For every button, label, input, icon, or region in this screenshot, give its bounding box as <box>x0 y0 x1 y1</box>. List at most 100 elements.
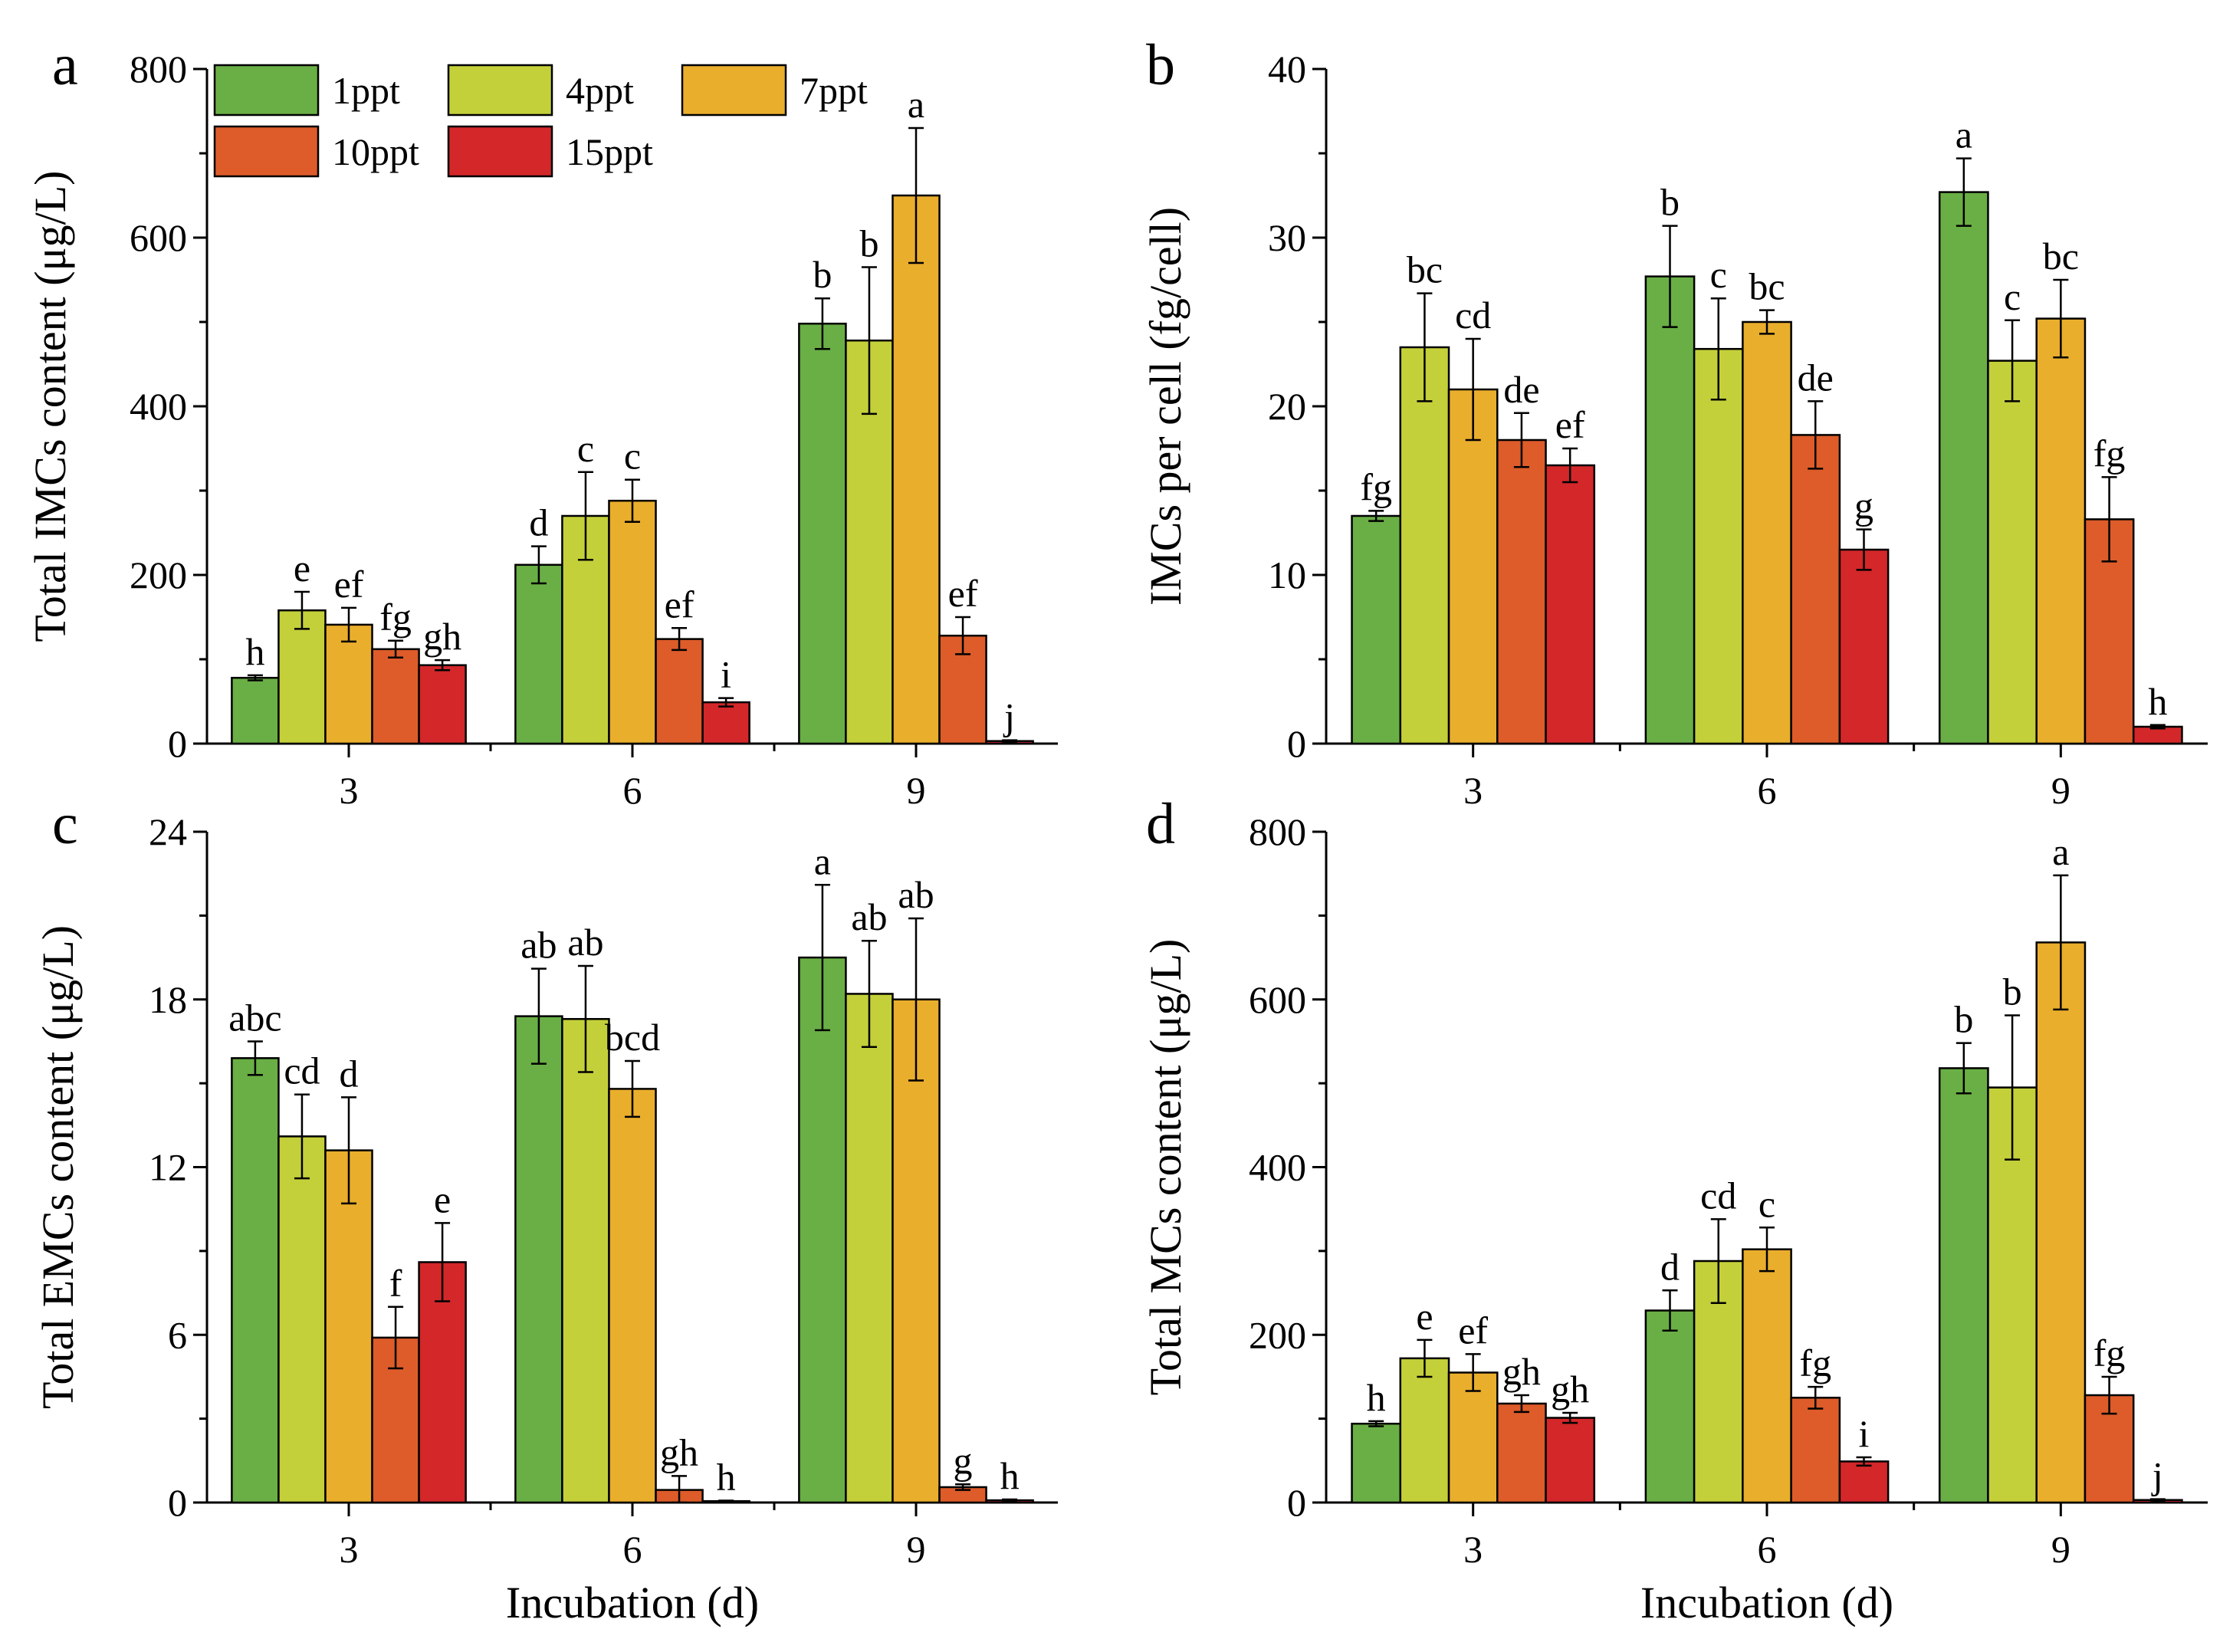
x-tick-label: 3 <box>1463 1528 1483 1571</box>
significance-label: c <box>1710 253 1727 296</box>
bar-1ppt-9 <box>798 322 847 745</box>
bar-1ppt-6 <box>1644 275 1696 745</box>
significance-label: a <box>2052 830 2069 873</box>
bar-4ppt-3 <box>1399 1357 1450 1504</box>
significance-label: h <box>2148 680 2167 723</box>
bar-7ppt-3 <box>1447 388 1499 745</box>
panel-label: a <box>52 33 78 97</box>
significance-label: e <box>294 547 310 590</box>
significance-label: h <box>245 630 264 673</box>
significance-label: gh <box>1502 1350 1541 1393</box>
significance-label: b <box>1660 181 1680 224</box>
significance-label: e <box>1416 1295 1433 1338</box>
significance-label: d <box>1660 1245 1680 1288</box>
y-tick-label: 40 <box>1268 48 1306 90</box>
y-tick-label: 800 <box>1249 810 1306 853</box>
legend-label: 4ppt <box>566 69 634 112</box>
y-tick-label: 0 <box>1287 1481 1306 1524</box>
y-axis-title: IMCs per cell (fg/cell) <box>1141 207 1190 606</box>
y-tick-label: 20 <box>1268 385 1306 428</box>
significance-label: h <box>1367 1376 1386 1419</box>
significance-label: ab <box>520 924 557 967</box>
significance-label: abc <box>228 996 281 1039</box>
y-tick-label: 6 <box>168 1313 187 1356</box>
significance-label: fg <box>379 596 412 639</box>
significance-label: cd <box>284 1049 320 1092</box>
panel-d: d 0 200 400 600 800 Total MCs content (μg/L) 3 h… <box>1141 792 2208 1627</box>
bar-15ppt-6 <box>1838 1460 1890 1504</box>
legend-item-7ppt: 7ppt <box>681 64 868 117</box>
significance-label: c <box>577 427 594 470</box>
bar-10ppt-3 <box>371 648 420 745</box>
x-axis-title: Incubation (d) <box>506 1578 759 1627</box>
significance-label: gh <box>423 615 461 658</box>
bar-4ppt-9 <box>1987 360 2038 745</box>
significance-label: ef <box>1555 403 1585 446</box>
significance-label: g <box>954 1439 973 1482</box>
y-axis-title: Total EMCs content (μg/L) <box>33 925 83 1409</box>
legend-label: 10ppt <box>332 130 419 173</box>
significance-label: a <box>908 83 924 126</box>
significance-label: c <box>2004 275 2021 318</box>
legend-swatch <box>447 125 553 178</box>
significance-label: cd <box>1700 1174 1736 1217</box>
bar-7ppt-9 <box>2035 317 2087 745</box>
significance-label: a <box>1956 113 1972 156</box>
y-tick-label: 200 <box>1249 1313 1306 1356</box>
panel-label: d <box>1146 792 1175 856</box>
bar-7ppt-3 <box>1447 1371 1499 1504</box>
bar-1ppt-9 <box>798 956 847 1504</box>
significance-label: j <box>1003 695 1015 738</box>
bar-1ppt-6 <box>514 1015 563 1504</box>
significance-label: i <box>721 653 731 696</box>
significance-label: b <box>859 222 878 265</box>
legend-item-1ppt: 1ppt <box>213 64 400 117</box>
significance-label: c <box>1758 1182 1775 1225</box>
panel-label: c <box>52 792 78 856</box>
bar-1ppt-9 <box>1938 1067 1989 1504</box>
y-tick-label: 12 <box>149 1146 187 1189</box>
y-tick-label: 0 <box>1287 722 1306 765</box>
significance-label: bcd <box>605 1016 660 1059</box>
y-tick-label: 600 <box>130 216 187 259</box>
bar-10ppt-3 <box>1496 1402 1547 1504</box>
bar-7ppt-6 <box>608 499 657 745</box>
significance-label: gh <box>1551 1368 1589 1411</box>
y-tick-label: 10 <box>1268 553 1306 596</box>
legend-swatch <box>213 125 320 178</box>
bar-4ppt-6 <box>561 1018 610 1504</box>
significance-label: c <box>624 435 641 478</box>
legend-swatch <box>213 64 320 117</box>
bar-7ppt-6 <box>608 1088 657 1504</box>
y-tick-label: 24 <box>149 810 187 853</box>
bar-1ppt-9 <box>1938 191 1989 745</box>
x-tick-label: 9 <box>2051 1528 2070 1571</box>
significance-label: bc <box>1407 248 1443 291</box>
legend-item-4ppt: 4ppt <box>447 64 634 117</box>
significance-label: fg <box>1360 465 1392 508</box>
bar-7ppt-6 <box>1742 1248 1792 1504</box>
bar-10ppt-6 <box>1790 1397 1841 1504</box>
significance-label: cd <box>1455 294 1491 337</box>
significance-label: j <box>2151 1454 2163 1497</box>
legend: 1ppt 4ppt 7ppt 10ppt 15ppt <box>213 64 868 178</box>
y-tick-label: 800 <box>130 48 187 90</box>
bar-7ppt-9 <box>892 194 941 745</box>
x-tick-label: 9 <box>907 1528 926 1571</box>
x-tick-label: 9 <box>2051 769 2070 812</box>
bar-4ppt-6 <box>1693 347 1744 745</box>
significance-label: fg <box>2093 432 2126 475</box>
y-tick-label: 18 <box>149 978 187 1021</box>
significance-label: b <box>813 253 832 296</box>
significance-label: f <box>389 1262 402 1305</box>
x-tick-label: 6 <box>1758 1528 1777 1571</box>
significance-label: b <box>2003 971 2022 1013</box>
y-tick-label: 0 <box>168 1481 187 1524</box>
significance-label: bc <box>2043 235 2079 278</box>
significance-label: ef <box>948 572 978 615</box>
y-tick-label: 400 <box>1249 1146 1306 1189</box>
significance-label: fg <box>2093 1332 2126 1374</box>
y-tick-label: 30 <box>1268 216 1306 259</box>
